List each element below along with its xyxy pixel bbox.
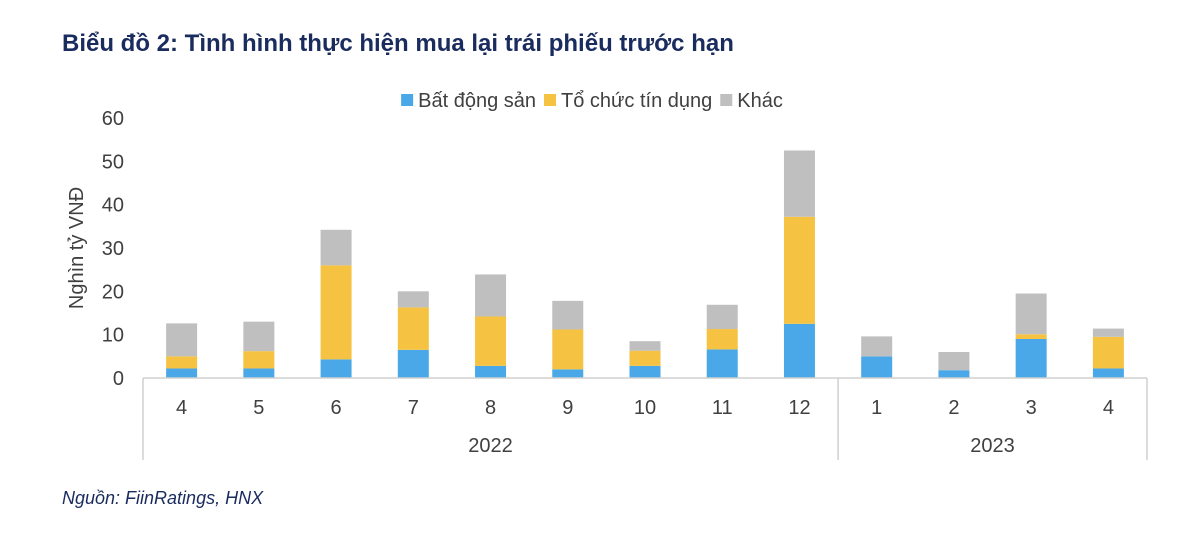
bar-segment bbox=[629, 341, 661, 351]
x-tick-label: 6 bbox=[331, 397, 342, 419]
bar-segment bbox=[1015, 334, 1047, 339]
y-tick-label: 40 bbox=[102, 195, 124, 217]
x-tick-label: 4 bbox=[1103, 397, 1114, 419]
source-note: Nguồn: FiinRatings, HNX bbox=[62, 488, 264, 508]
bar-segment bbox=[243, 368, 275, 378]
bar-segment bbox=[1015, 293, 1047, 335]
bar-segment bbox=[938, 370, 970, 378]
bar-segment bbox=[861, 356, 893, 378]
bar-segment bbox=[1015, 339, 1047, 378]
bar-segment bbox=[475, 365, 507, 378]
legend: Bất động sản Tổ chức tín dụng Khác bbox=[401, 90, 783, 112]
bars bbox=[166, 150, 1124, 378]
bar-segment bbox=[783, 323, 815, 378]
legend-label: Bất động sản bbox=[418, 90, 536, 112]
bar-segment bbox=[397, 307, 429, 350]
bar-segment bbox=[706, 304, 738, 330]
bar-segment bbox=[397, 349, 429, 378]
bar-segment bbox=[861, 336, 893, 357]
bar-segment bbox=[166, 323, 198, 357]
bar-segment bbox=[243, 351, 275, 369]
bar-segment bbox=[1092, 336, 1124, 369]
y-tick-label: 0 bbox=[113, 368, 124, 390]
x-tick-label: 7 bbox=[408, 397, 419, 419]
y-tick-label: 10 bbox=[102, 325, 124, 347]
bar-segment bbox=[475, 316, 507, 366]
x-group-label: 2022 bbox=[468, 435, 513, 457]
bar-segment bbox=[243, 321, 275, 352]
legend-item: Bất động sản bbox=[401, 90, 536, 112]
y-tick-label: 30 bbox=[102, 238, 124, 260]
legend-label: Khác bbox=[737, 90, 783, 112]
bar-segment bbox=[320, 265, 352, 360]
bar-segment bbox=[320, 359, 352, 378]
legend-item: Khác bbox=[720, 90, 783, 112]
x-tick-label: 5 bbox=[253, 397, 264, 419]
y-axis-label: Nghìn tỷ VNĐ bbox=[66, 187, 88, 309]
y-tick-label: 60 bbox=[102, 108, 124, 130]
legend-swatch bbox=[720, 94, 733, 106]
y-tick-label: 50 bbox=[102, 151, 124, 173]
x-tick-label: 11 bbox=[712, 397, 733, 419]
legend-label: Tổ chức tín dụng bbox=[561, 90, 712, 112]
x-tick-label: 12 bbox=[788, 397, 810, 419]
bar-segment bbox=[166, 356, 198, 369]
x-tick-label: 9 bbox=[562, 397, 573, 419]
legend-item: Tổ chức tín dụng bbox=[544, 90, 712, 112]
bar-segment bbox=[706, 329, 738, 350]
bar-segment bbox=[552, 300, 584, 330]
bar-segment bbox=[397, 291, 429, 308]
bar-segment bbox=[1092, 368, 1124, 378]
bar-segment bbox=[706, 349, 738, 378]
bar-segment bbox=[629, 350, 661, 366]
bar-segment bbox=[166, 368, 198, 378]
y-tick-label: 20 bbox=[102, 281, 124, 303]
bar-segment bbox=[552, 329, 584, 370]
x-tick-label: 3 bbox=[1026, 397, 1037, 419]
x-tick-label: 1 bbox=[871, 397, 882, 419]
y-axis: 0 10 20 30 40 50 60 bbox=[102, 108, 124, 390]
bar-segment bbox=[629, 365, 661, 378]
bar-segment bbox=[783, 150, 815, 217]
legend-swatch bbox=[401, 94, 414, 106]
legend-swatch bbox=[544, 94, 557, 106]
bar-segment bbox=[783, 216, 815, 324]
bar-segment bbox=[1092, 328, 1124, 337]
x-tick-label: 4 bbox=[176, 397, 187, 419]
bar-segment bbox=[475, 274, 507, 317]
x-tick-label: 10 bbox=[634, 397, 656, 419]
x-group-label: 2023 bbox=[970, 435, 1015, 457]
bar-segment bbox=[552, 369, 584, 378]
chart-title: Biểu đồ 2: Tình hình thực hiện mua lại t… bbox=[62, 30, 734, 57]
x-tick-label: 2 bbox=[948, 397, 959, 419]
bar-segment bbox=[320, 229, 352, 266]
x-tick-label: 8 bbox=[485, 397, 496, 419]
bar-segment bbox=[938, 352, 970, 371]
